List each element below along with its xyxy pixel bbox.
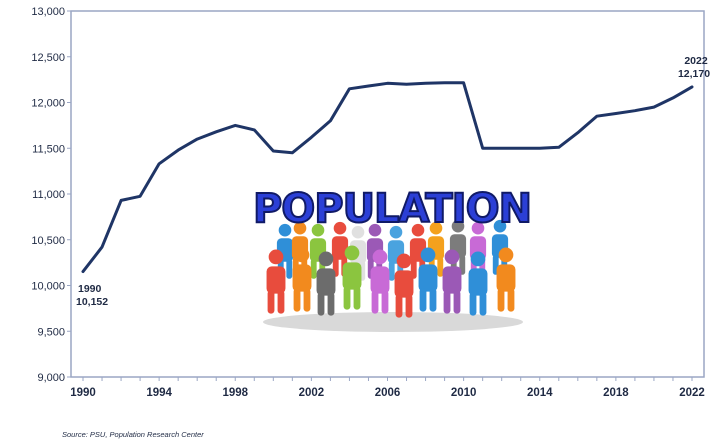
start-year-label: 1990 [78, 283, 102, 295]
x-tick-label: 1994 [146, 387, 172, 399]
end-year-label: 2022 [684, 55, 708, 67]
person-icon [370, 249, 390, 314]
y-tick-label: 12,000 [31, 98, 65, 110]
person-icon [394, 253, 414, 318]
person-icon [418, 247, 438, 312]
x-tick-label: 2018 [603, 387, 629, 399]
x-tick-label: 1998 [222, 387, 248, 399]
y-tick-label: 9,500 [37, 326, 65, 338]
people-crowd-icon [263, 219, 523, 332]
y-axis-ticks: 9,000 9,500 10,000 10,500 11,000 11,500 12,000… [31, 6, 71, 384]
person-icon [496, 247, 516, 312]
y-tick-label: 12,500 [31, 52, 65, 64]
person-icon [442, 249, 462, 314]
person-icon [292, 247, 312, 312]
y-tick-label: 10,000 [31, 281, 65, 293]
population-series-line [81, 81, 694, 274]
y-tick-label: 10,500 [31, 235, 65, 247]
y-tick-label: 9,000 [37, 372, 65, 384]
x-tick-label: 2002 [299, 387, 325, 399]
end-value-label: 12,170 [678, 68, 710, 80]
person-icon [468, 251, 488, 316]
population-image-text: POPULATION [253, 186, 531, 232]
y-tick-label: 11,000 [32, 189, 65, 201]
person-icon [342, 245, 362, 310]
endpoint-labels: 1990 10,152 2022 12,170 [76, 55, 710, 308]
population-illustration: POPULATION [252, 185, 533, 332]
person-icon [316, 251, 336, 316]
y-tick-label: 13,000 [31, 6, 65, 18]
y-tick-label: 11,500 [32, 143, 65, 155]
person-icon [266, 249, 286, 314]
x-tick-label: 1990 [70, 387, 96, 399]
x-tick-label: 2010 [451, 387, 477, 399]
start-value-label: 10,152 [76, 296, 108, 308]
x-tick-label: 2022 [679, 387, 705, 399]
x-axis-ticks: 1990 1994 1998 2002 2006 2010 2014 2018 2022 [70, 377, 705, 399]
x-tick-label: 2014 [527, 387, 553, 399]
x-tick-label: 2006 [375, 387, 401, 399]
source-note: Source: PSU, Population Research Center [62, 430, 204, 439]
